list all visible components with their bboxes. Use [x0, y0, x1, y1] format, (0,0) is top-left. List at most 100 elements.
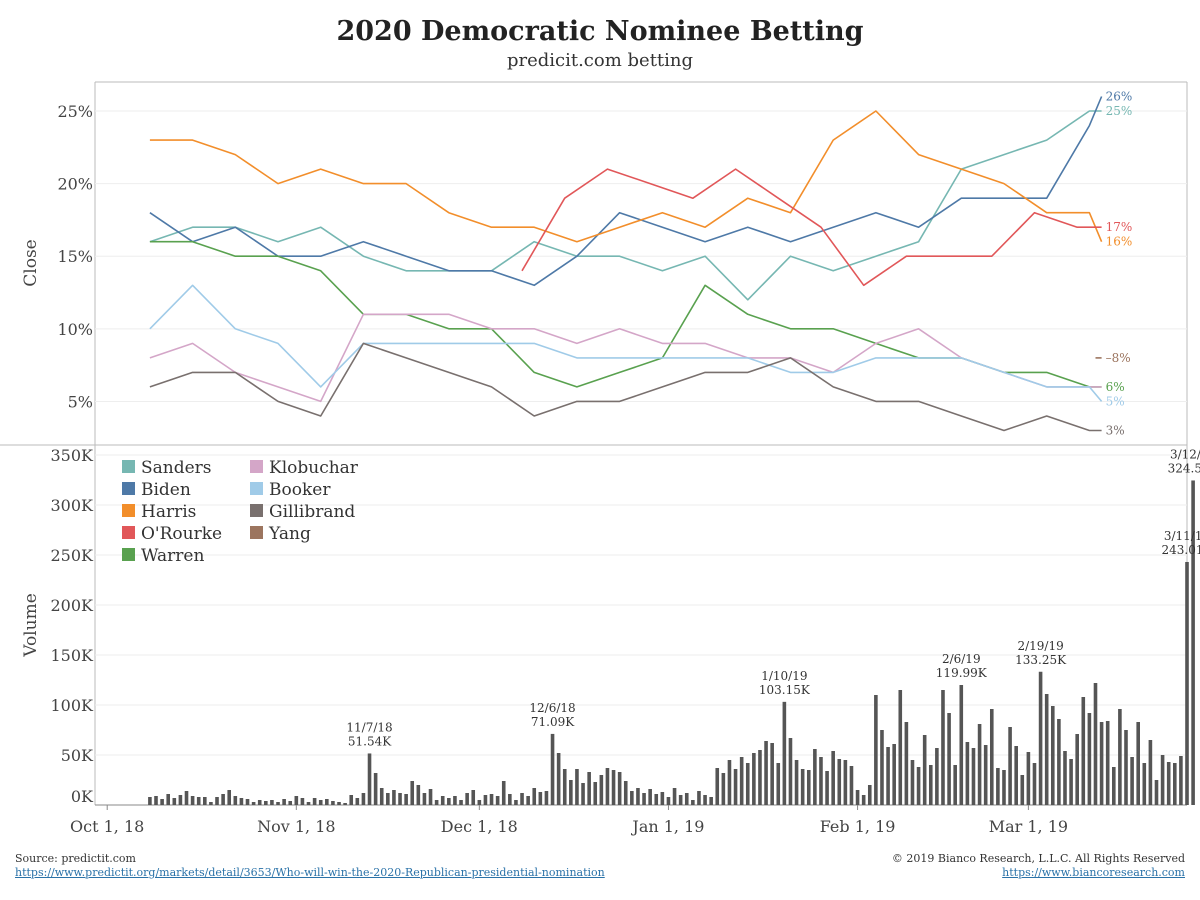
series-line-gillibrand: [149, 342, 1102, 432]
volume-bar: [1026, 752, 1031, 805]
chart-title: 2020 Democratic Nominee Betting: [336, 16, 864, 47]
volume-bar: [691, 800, 695, 805]
footer-copyright: © 2019 Bianco Research, L.L.C. All Right…: [892, 852, 1185, 880]
end-label-harris: 16%: [1106, 235, 1133, 249]
volume-y-tick-label: 0K: [71, 787, 94, 806]
volume-bar: [556, 753, 561, 805]
volume-bar: [1130, 757, 1134, 805]
volume-bar: [373, 773, 378, 805]
footer-source: Source: predictit.com https://www.predic…: [15, 852, 605, 880]
volume-bar: [715, 768, 720, 805]
volume-bar: [337, 802, 341, 805]
volume-bar: [849, 766, 854, 805]
volume-bar: [874, 695, 878, 805]
volume-bar: [605, 768, 610, 805]
volume-bar: [1136, 722, 1140, 805]
series-end-labels: 25%26% 16%17% 6%5% 3% –8%: [1106, 90, 1133, 438]
volume-bar: [776, 763, 781, 805]
volume-bar: [739, 757, 744, 805]
legend-label: Gillibrand: [269, 502, 355, 522]
volume-bar: [837, 759, 842, 805]
volume-bar: [276, 802, 280, 805]
volume-bar: [977, 724, 982, 805]
volume-bar: [764, 741, 768, 805]
volume-bar: [617, 772, 622, 805]
volume-bar: [410, 781, 415, 805]
volume-bar: [983, 745, 988, 805]
close-y-tick-label: 10%: [57, 320, 93, 339]
volume-bar: [355, 798, 360, 805]
volume-bar: [434, 800, 439, 805]
volume-bar: [813, 749, 817, 805]
volume-bar: [666, 797, 671, 805]
volume-bar: [575, 769, 579, 805]
close-y-tick-label: 25%: [57, 102, 93, 121]
volume-bar: [965, 742, 970, 805]
volume-bar: [1075, 734, 1079, 805]
volume-gridlines: [95, 454, 1187, 756]
series-line-sanders: [149, 110, 1102, 301]
volume-bar: [745, 763, 750, 805]
annotation-value: 243.01K: [1162, 543, 1200, 557]
end-label-warren: 6%: [1106, 380, 1125, 394]
volume-bar: [514, 800, 518, 805]
legend-swatch: [122, 526, 135, 539]
end-label-biden: 26%: [1106, 90, 1133, 104]
site-link[interactable]: https://www.biancoresearch.com: [1002, 866, 1185, 879]
volume-bar: [788, 738, 793, 805]
legend-swatch: [250, 482, 263, 495]
volume-bar: [184, 791, 189, 805]
close-y-tick-label: 15%: [57, 247, 93, 266]
volume-bar: [361, 793, 366, 805]
volume-bar: [203, 797, 207, 805]
annotation-value: 119.99K: [936, 666, 988, 680]
volume-bar: [1087, 713, 1092, 805]
volume-bar: [886, 747, 890, 805]
source-link[interactable]: https://www.predictit.org/markets/detail…: [15, 866, 605, 879]
volume-bar: [483, 795, 488, 805]
volume-bar: [721, 773, 726, 805]
volume-bar: [819, 757, 823, 805]
volume-bar: [1154, 780, 1159, 805]
volume-bar: [953, 765, 957, 805]
series-line-booker: [149, 284, 1103, 402]
volume-bar: [453, 796, 457, 805]
volume-bar: [471, 790, 476, 805]
volume-bar: [630, 791, 634, 805]
volume-bar: [526, 796, 530, 805]
volume-bar: [343, 803, 347, 805]
volume-bars: [148, 480, 1195, 805]
volume-bar: [1166, 762, 1171, 805]
volume-bar: [770, 743, 774, 805]
volume-bar: [245, 799, 250, 805]
volume-bar: [642, 793, 646, 805]
annotation-date: 2/6/19: [942, 652, 981, 666]
volume-bar: [215, 797, 219, 805]
legend-swatch: [250, 526, 263, 539]
volume-bar: [684, 793, 689, 805]
volume-bar: [1179, 756, 1183, 805]
volume-bar: [867, 785, 872, 805]
volume-bar: [996, 768, 1000, 805]
volume-bar: [904, 722, 909, 805]
volume-bar: [379, 788, 384, 805]
volume-bar: [233, 796, 238, 805]
legend-label: Sanders: [141, 458, 212, 478]
end-label-orourke: 17%: [1106, 220, 1133, 234]
volume-bar: [428, 789, 433, 805]
volume-bar: [1032, 763, 1037, 805]
volume-y-tick-label: 150K: [51, 646, 95, 665]
volume-bar: [489, 794, 494, 805]
volume-bar: [1008, 727, 1012, 805]
volume-bar: [562, 769, 567, 805]
x-axis-ticks: Oct 1, 18 Nov 1, 18 Dec 1, 18 Jan 1, 19 Feb …: [70, 805, 1068, 836]
volume-bar: [623, 781, 628, 805]
legend-label: Booker: [269, 480, 331, 500]
volume-bar: [1014, 746, 1018, 805]
volume-bar: [422, 793, 427, 805]
volume-bar: [880, 730, 884, 805]
volume-axis-title: Volume: [21, 593, 41, 658]
volume-bar: [1124, 730, 1128, 805]
